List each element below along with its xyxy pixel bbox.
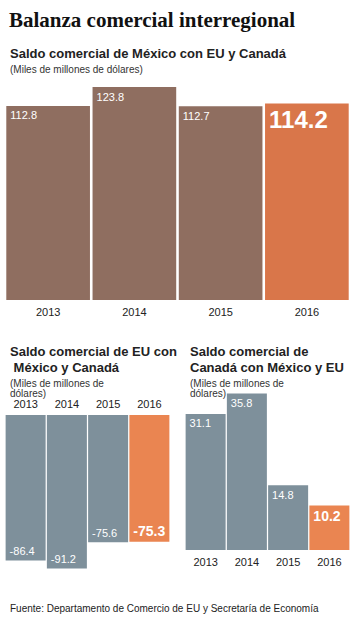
svg-text:35.8: 35.8	[231, 397, 252, 409]
svg-text:dólares): dólares)	[190, 388, 226, 399]
svg-text:2013: 2013	[193, 556, 217, 568]
svg-text:-86.4: -86.4	[10, 545, 35, 557]
svg-text:-75.3: -75.3	[133, 523, 165, 539]
svg-text:112.7: 112.7	[183, 110, 210, 122]
svg-text:2015: 2015	[276, 556, 300, 568]
svg-text:14.8: 14.8	[272, 489, 293, 501]
svg-text:2014: 2014	[122, 306, 146, 318]
svg-text:Canadá con México y EU: Canadá con México y EU	[190, 360, 344, 375]
svg-text:114.2: 114.2	[269, 106, 328, 133]
svg-text:2014: 2014	[235, 556, 259, 568]
svg-text:-75.6: -75.6	[92, 527, 117, 539]
svg-text:2015: 2015	[96, 398, 120, 410]
svg-text:(Miles de millones de dólares): (Miles de millones de dólares)	[10, 64, 143, 75]
svg-text:2013: 2013	[36, 306, 60, 318]
svg-text:123.8: 123.8	[97, 91, 125, 103]
svg-text:31.1: 31.1	[190, 417, 211, 429]
svg-text:México y Canadá: México y Canadá	[10, 360, 120, 375]
svg-text:Fuente: Departamento de Comerc: Fuente: Departamento de Comercio de EU y…	[10, 603, 319, 614]
svg-text:2016: 2016	[137, 398, 161, 410]
svg-text:10.2: 10.2	[313, 508, 340, 524]
svg-text:2014: 2014	[55, 398, 79, 410]
svg-text:2016: 2016	[317, 556, 341, 568]
svg-text:2016: 2016	[295, 306, 319, 318]
svg-text:112.8: 112.8	[10, 109, 37, 121]
svg-text:(Miles de millones de: (Miles de millones de	[10, 377, 107, 389]
svg-text:(Miles de millones de: (Miles de millones de	[190, 377, 287, 389]
svg-text:dólares): dólares)	[10, 388, 46, 399]
svg-text:Saldo comercial de: Saldo comercial de	[190, 344, 312, 359]
svg-text:Balanza comercial interregiona: Balanza comercial interregional	[9, 8, 295, 32]
svg-text:Saldo comercial de México con: Saldo comercial de México con EU y Canad…	[10, 46, 287, 61]
svg-text:Saldo comercial de EU con: Saldo comercial de EU con	[10, 344, 177, 359]
svg-text:2013: 2013	[13, 398, 37, 410]
svg-text:2015: 2015	[208, 306, 232, 318]
svg-text:-91.2: -91.2	[51, 553, 76, 565]
